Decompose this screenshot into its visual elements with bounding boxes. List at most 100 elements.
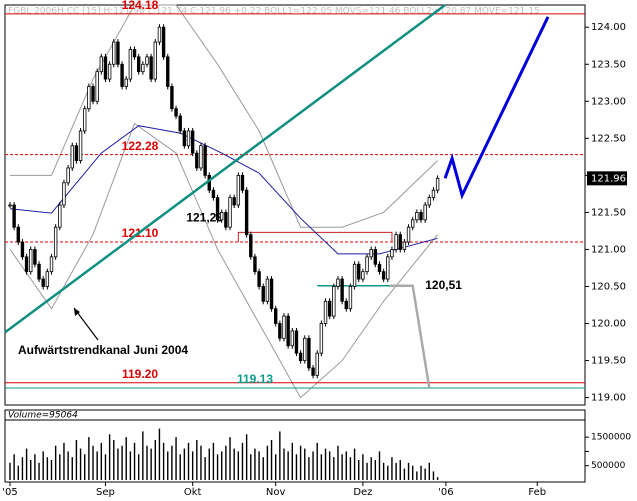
candle: [307, 337, 311, 369]
candle: [323, 300, 328, 324]
y-tick-label: 500000: [591, 461, 626, 471]
volume-bar: [424, 468, 426, 480]
candle: [220, 212, 224, 221]
candle: [53, 226, 58, 258]
volume-bar: [71, 457, 73, 480]
volume-bar: [279, 431, 281, 480]
candle: [103, 56, 108, 80]
volume-bar: [9, 462, 11, 480]
volume-bar: [412, 465, 414, 480]
candle: [124, 78, 128, 87]
support-label: 120,51: [425, 278, 462, 292]
y-tick-label: 123.00: [591, 96, 626, 107]
projection-line: [443, 16, 550, 200]
candle: [336, 278, 340, 287]
candle: [70, 145, 74, 169]
volume-bar: [221, 451, 223, 480]
volume-bar: [250, 454, 252, 480]
candle: [41, 278, 45, 287]
volume-bar: [266, 445, 269, 480]
level-label: 122.28: [122, 139, 159, 153]
volume-bar: [233, 448, 235, 480]
volume-bar: [129, 451, 132, 480]
volume-bar: [287, 451, 289, 480]
x-tick-label: Feb: [528, 487, 546, 498]
volume-bar: [316, 442, 318, 480]
candle: [215, 197, 220, 221]
volume-bar: [416, 471, 418, 480]
volume-bar: [79, 448, 82, 480]
candle: [390, 249, 394, 258]
volume-bar: [54, 445, 57, 480]
volume-bar: [216, 454, 219, 480]
y-tick-label: 119.50: [591, 356, 626, 367]
candle: [112, 41, 116, 65]
volume-bar: [407, 462, 410, 480]
volume-bar: [345, 451, 347, 480]
volume-bar: [30, 460, 32, 480]
candle: [332, 286, 336, 317]
x-tick-label: Dez: [353, 487, 372, 498]
candle: [136, 56, 141, 73]
volume-bar: [337, 445, 339, 480]
volume-bar: [137, 454, 140, 480]
candle: [240, 174, 245, 191]
candle: [411, 219, 415, 228]
volume-bar: [171, 445, 173, 480]
candle: [398, 234, 402, 250]
candle: [286, 315, 290, 347]
candle: [195, 152, 199, 169]
candle: [431, 189, 436, 198]
volume-bar: [175, 437, 177, 480]
volume-bar: [295, 454, 298, 480]
candle: [357, 263, 361, 280]
volume-bar: [21, 457, 24, 480]
volume-bar: [374, 460, 377, 480]
volume-bar: [333, 457, 335, 480]
candle: [149, 56, 153, 80]
candle: [170, 86, 174, 110]
candle: [132, 49, 137, 58]
candle: [87, 86, 91, 110]
candle: [207, 174, 211, 191]
header: FGBL 2006H,CC [15] H:121.98 L:121.74 C:1…: [8, 7, 540, 17]
candle: [265, 278, 270, 302]
candle: [282, 315, 286, 339]
candle: [33, 249, 37, 265]
arrow-head: [74, 308, 80, 316]
volume-bar: [38, 462, 40, 480]
trend-line: [4, 3, 446, 334]
level-label: 124.18: [122, 0, 159, 12]
candle: [352, 263, 357, 287]
volume-bar: [395, 462, 397, 480]
candle: [16, 226, 20, 243]
candle: [311, 367, 315, 376]
volume-bar: [187, 442, 190, 480]
candle: [373, 249, 378, 265]
candle: [423, 204, 427, 221]
candle: [58, 204, 62, 228]
candle: [45, 271, 50, 287]
x-tick-label: '06: [438, 487, 453, 498]
volume-bar: [387, 465, 389, 480]
candle: [228, 197, 232, 228]
volume-bar: [403, 468, 406, 480]
y-tick-label: 122.50: [591, 133, 626, 144]
volume-bar: [162, 442, 165, 480]
candle: [166, 56, 170, 87]
candle: [419, 212, 423, 221]
candle: [249, 234, 253, 258]
volume-bar: [121, 445, 123, 480]
volume-bar: [142, 431, 144, 480]
volume-bar: [133, 442, 136, 480]
volume-bar: [274, 454, 277, 480]
candle: [253, 256, 257, 273]
candle: [224, 212, 228, 228]
volume-bar: [117, 448, 119, 480]
candle: [386, 256, 390, 280]
candle: [327, 300, 332, 317]
volume-bar: [436, 477, 439, 480]
volume-bar: [428, 462, 431, 480]
candle: [290, 330, 295, 347]
volume-bar: [320, 454, 323, 480]
